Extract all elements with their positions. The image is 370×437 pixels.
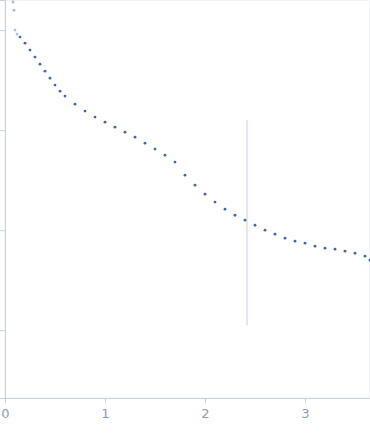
x-tick: 2 <box>201 398 209 421</box>
reference-line <box>247 120 248 325</box>
point <box>254 224 257 227</box>
point <box>84 110 87 113</box>
point <box>354 252 357 255</box>
point <box>314 245 317 248</box>
point <box>13 9 16 12</box>
x-axis: 0 1 2 3 <box>1 398 370 421</box>
point <box>204 193 207 196</box>
y-axis <box>0 1 6 399</box>
point <box>369 259 370 262</box>
point <box>16 33 19 36</box>
point <box>19 36 22 39</box>
point <box>304 242 307 245</box>
x-tick: 0 <box>1 398 9 421</box>
point <box>284 237 287 240</box>
point <box>234 214 237 217</box>
series <box>19 36 370 262</box>
x-tick-mark <box>205 398 206 403</box>
x-tick: 3 <box>301 398 309 421</box>
plot-area <box>12 1 370 326</box>
point <box>59 90 62 93</box>
point <box>104 121 107 124</box>
x-tick-label: 0 <box>1 406 9 421</box>
y-tick-mark <box>0 130 5 131</box>
point <box>184 174 187 177</box>
point <box>244 219 247 222</box>
point <box>214 201 217 204</box>
point <box>74 103 77 106</box>
point <box>24 42 27 45</box>
point <box>344 250 347 253</box>
point <box>29 49 32 52</box>
y-tick-mark <box>0 230 5 231</box>
point <box>274 233 277 236</box>
point <box>334 248 337 251</box>
y-tick <box>0 230 5 231</box>
point <box>174 161 177 164</box>
y-tick-mark <box>0 30 5 31</box>
point <box>49 77 52 80</box>
x-tick-label: 2 <box>201 406 209 421</box>
point <box>44 70 47 73</box>
point <box>114 126 117 129</box>
x-tick: 1 <box>101 398 109 421</box>
point <box>94 116 97 119</box>
point <box>294 240 297 243</box>
point <box>54 84 57 87</box>
y-tick <box>0 330 5 331</box>
point <box>164 154 167 157</box>
point <box>144 142 147 145</box>
point <box>364 255 367 258</box>
y-tick <box>0 130 5 131</box>
plot-frame <box>5 1 370 399</box>
point <box>12 1 15 4</box>
x-tick-label: 3 <box>301 406 309 421</box>
series <box>12 1 19 36</box>
x-tick-mark <box>105 398 106 403</box>
y-tick-mark <box>0 330 5 331</box>
point <box>224 208 227 211</box>
x-tick-mark <box>305 398 306 403</box>
x-axis-line <box>6 399 370 404</box>
point <box>264 229 267 232</box>
y-tick <box>0 30 5 31</box>
point <box>134 136 137 139</box>
y-axis-line <box>0 1 6 399</box>
x-tick-label: 1 <box>101 406 109 421</box>
point <box>64 95 67 98</box>
point <box>324 247 327 250</box>
point <box>194 184 197 187</box>
point <box>14 29 17 32</box>
point <box>39 63 42 66</box>
point <box>124 131 127 134</box>
point <box>34 56 37 59</box>
chart: 0 1 2 3 <box>0 0 370 437</box>
point <box>154 148 157 151</box>
